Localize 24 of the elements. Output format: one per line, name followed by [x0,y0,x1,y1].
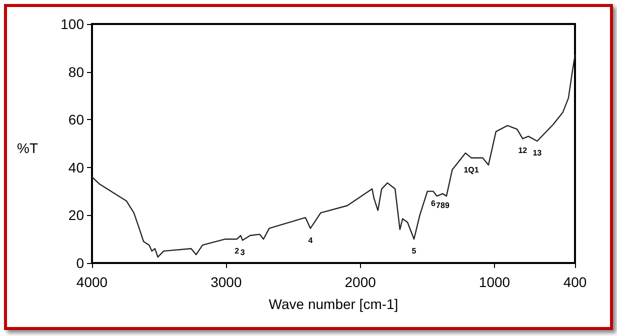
annotation: 6 [430,198,436,208]
y-axis-title: %T [17,140,38,156]
annotation: 3 [240,248,246,257]
annotation: 1Q1 [464,165,480,174]
annotation: 13 [532,148,542,158]
y-tick-label: 0 [76,255,84,271]
line-series [91,54,576,258]
x-tick-label: 3000 [210,274,242,290]
annotation: 789 [436,201,450,210]
x-tick-label: 2000 [344,274,376,290]
x-tick-label: 400 [563,274,587,290]
x-tick-label: 1000 [478,274,510,290]
y-tick-label: 80 [68,64,84,80]
y-tick-label: 40 [68,159,84,176]
frame-border: %T 23 4 5 6789 1Q1 12 13 Wave number [cm-1] 0 20 40 60 80 100 4000 3000 2000 1000 400 [4,4,613,330]
x-tick-label: 4000 [76,274,108,290]
annotation: 4 [308,236,314,245]
annotation: 12 [518,146,528,156]
annotation: 2 [234,246,240,256]
y-tick-label: 60 [68,112,84,128]
y-tick-label: 20 [68,207,84,224]
y-tick-label: 100 [60,16,84,32]
x-axis-title: Wave number [cm-1] [268,296,398,312]
annotation: 5 [412,246,417,256]
